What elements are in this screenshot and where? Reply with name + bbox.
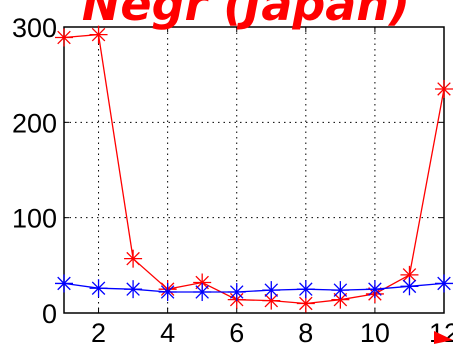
series-1-line — [63, 33, 445, 305]
series-2 — [55, 274, 453, 302]
series-1-point — [435, 79, 453, 98]
series-2-point — [262, 281, 281, 300]
y-tick-label: 0 — [42, 299, 57, 329]
series-2-point — [124, 280, 143, 299]
series-2-point — [435, 274, 453, 293]
series-2-point — [227, 283, 246, 302]
series-2-point — [193, 283, 212, 302]
series-2-point — [89, 279, 108, 298]
x-tick-label: 8 — [298, 318, 313, 344]
series-1-point — [55, 28, 73, 47]
x-tick-label: 10 — [360, 318, 390, 344]
series-1-point — [262, 291, 281, 310]
series-1-point — [89, 25, 108, 44]
series-2-point — [55, 274, 73, 293]
chart-title: Negr (Japan) — [82, 0, 410, 31]
y-tick-label: 200 — [12, 108, 57, 138]
data-series — [55, 25, 453, 313]
x-tick-label: 6 — [229, 318, 244, 344]
series-2-point — [331, 281, 350, 300]
series-1-point — [296, 294, 315, 313]
y-tick-label: 300 — [12, 13, 57, 43]
series-1-point — [124, 249, 143, 268]
x-tick-label: 2 — [91, 318, 106, 344]
x-tick-label: 4 — [160, 318, 175, 344]
y-tick-label: 100 — [12, 204, 57, 234]
series-2-point — [400, 277, 419, 296]
cursor-arrow-icon — [434, 331, 453, 344]
plot-frame — [63, 26, 445, 314]
series-2-point — [296, 280, 315, 299]
grid-lines — [64, 27, 444, 313]
series-2-point — [158, 283, 177, 302]
series-2-point — [365, 280, 384, 299]
